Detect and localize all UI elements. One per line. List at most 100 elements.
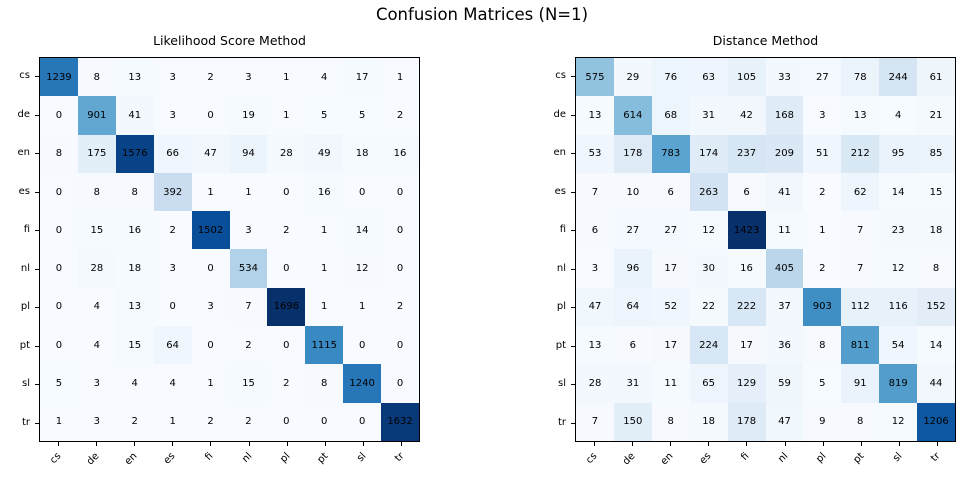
heatmap-cell: 22	[689, 287, 728, 327]
heatmap-cell: 47	[765, 402, 804, 441]
x-tick	[746, 442, 747, 446]
heatmap-cell: 8	[77, 58, 116, 97]
heatmap-cell: 49	[305, 134, 344, 173]
heatmap-cell: 5	[803, 364, 842, 403]
heatmap-cell: 1	[229, 172, 268, 212]
heatmap-cell: 1576	[115, 134, 154, 173]
heatmap-cell: 16	[305, 172, 344, 212]
y-tick	[571, 269, 575, 270]
heatmap-cell: 1	[343, 287, 382, 327]
x-tick-label: nl	[240, 450, 255, 465]
heatmap-cell: 95	[879, 134, 918, 173]
heatmap-cell: 13	[115, 58, 154, 97]
heatmap-cell: 17	[343, 58, 382, 97]
y-tick-label: es	[554, 186, 566, 197]
x-tick-label: tr	[929, 450, 943, 465]
heatmap-cell: 16	[381, 134, 419, 173]
heatmap-cell: 1	[191, 364, 230, 403]
heatmap-cell: 6	[576, 211, 614, 250]
heatmap-cell: 575	[576, 58, 614, 97]
x-tick-label: es	[161, 450, 178, 467]
x-tick	[899, 442, 900, 446]
heatmap-cell: 16	[727, 249, 766, 288]
heatmap-cell: 17	[651, 249, 690, 288]
heatmap-cell: 0	[40, 326, 78, 365]
heatmap-cell: 8	[40, 134, 78, 173]
heatmap-cell: 13	[115, 287, 154, 327]
heatmap-cell: 10	[613, 172, 652, 212]
heatmap-cell: 14	[343, 211, 382, 250]
heatmap-cell: 209	[765, 134, 804, 173]
x-tick	[363, 442, 364, 446]
heatmap-cell: 19	[229, 96, 268, 135]
heatmap-cell: 4	[879, 96, 918, 135]
heatmap-cell: 0	[191, 96, 230, 135]
x-tick	[708, 442, 709, 446]
heatmap-cell: 15	[917, 172, 955, 212]
heatmap-cell: 7	[576, 402, 614, 441]
heatmap-cell: 17	[727, 326, 766, 365]
y-tick	[35, 76, 39, 77]
x-tick	[401, 442, 402, 446]
heatmap-cell: 4	[305, 58, 344, 97]
heatmap-cell: 811	[841, 326, 880, 365]
y-tick-label: pt	[555, 340, 566, 351]
x-tick-label: fi	[739, 450, 752, 463]
heatmap-cell: 224	[689, 326, 728, 365]
heatmap-cell: 27	[651, 211, 690, 250]
heatmap-cell: 0	[40, 249, 78, 288]
heatmap-cell: 9	[803, 402, 842, 441]
heatmap-cell: 15	[115, 326, 154, 365]
heatmap-cell: 2	[803, 249, 842, 288]
likelihood-heatmap: 1239 8 13 3 2 3 1 4 17 1 0 901 41 3 0 19 1 5 5 2 8 175 1576 66 4…	[39, 57, 420, 442]
y-tick-label: fi	[559, 224, 566, 235]
x-tick-label: fi	[203, 450, 216, 463]
heatmap-cell: 8	[115, 172, 154, 212]
y-tick	[571, 192, 575, 193]
heatmap-cell: 0	[40, 287, 78, 327]
y-tick	[35, 346, 39, 347]
x-tick-label: sl	[891, 450, 905, 465]
heatmap-cell: 30	[689, 249, 728, 288]
y-tick	[35, 307, 39, 308]
x-tick	[58, 442, 59, 446]
heatmap-cell: 16	[115, 211, 154, 250]
y-tick-label: sl	[22, 378, 30, 389]
heatmap-cell: 8	[917, 249, 955, 288]
y-tick-label: es	[18, 186, 30, 197]
heatmap-cell: 2	[191, 402, 230, 441]
heatmap-cell: 0	[381, 364, 419, 403]
heatmap-cell: 91	[841, 364, 880, 403]
heatmap-cell: 4	[77, 287, 116, 327]
heatmap-cell: 63	[689, 58, 728, 97]
heatmap-cell: 85	[917, 134, 955, 173]
heatmap-cell: 13	[576, 96, 614, 135]
y-tick	[35, 230, 39, 231]
x-tick-label: nl	[776, 450, 791, 465]
heatmap-cell: 5	[343, 96, 382, 135]
x-tick-label: cs	[584, 450, 600, 467]
y-tick-label: pl	[556, 301, 566, 312]
heatmap-cell: 0	[40, 96, 78, 135]
y-tick	[35, 269, 39, 270]
heatmap-cell: 12	[343, 249, 382, 288]
y-tick	[35, 384, 39, 385]
heatmap-cell: 178	[613, 134, 652, 173]
heatmap-cell: 33	[765, 58, 804, 97]
heatmap-cell: 237	[727, 134, 766, 173]
heatmap-cell: 47	[576, 287, 614, 327]
heatmap-cell: 0	[381, 211, 419, 250]
x-tick-label: cs	[48, 450, 64, 467]
heatmap-cell: 0	[381, 172, 419, 212]
x-tick-label: es	[697, 450, 714, 467]
x-tick	[937, 442, 938, 446]
heatmap-cell: 7	[229, 287, 268, 327]
heatmap-cell: 0	[153, 287, 192, 327]
heatmap-cell: 263	[689, 172, 728, 212]
x-tick-label: pl	[814, 450, 829, 465]
heatmap-cell: 7	[841, 211, 880, 250]
heatmap-cell: 1	[267, 58, 306, 97]
heatmap-cell: 1	[305, 211, 344, 250]
x-tick-label: pt	[315, 450, 331, 466]
y-tick	[571, 115, 575, 116]
